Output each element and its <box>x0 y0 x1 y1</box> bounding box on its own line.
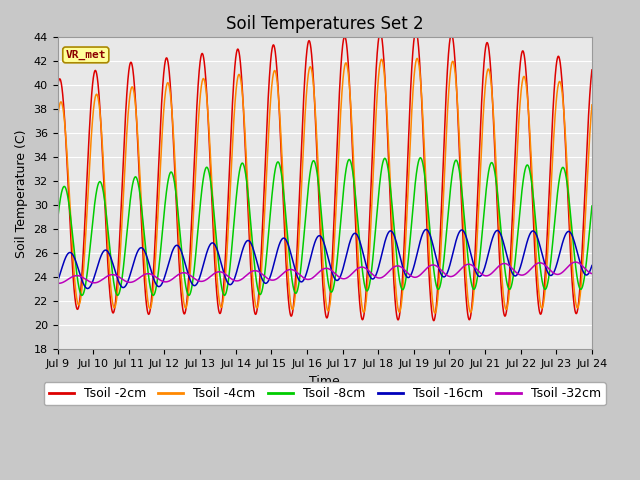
Tsoil -16cm <box>282 237 290 242</box>
Tsoil -16cm <box>84 286 92 291</box>
Legend: Tsoil -2cm, Tsoil -4cm, Tsoil -8cm, Tsoil -16cm, Tsoil -32cm: Tsoil -2cm, Tsoil -4cm, Tsoil -8cm, Tsoi… <box>44 383 606 406</box>
Tsoil -4cm <box>588 102 596 108</box>
Tsoil -8cm <box>578 286 586 291</box>
Tsoil -2cm <box>259 225 266 230</box>
Tsoil -16cm <box>54 278 61 284</box>
Line: Tsoil -32cm: Tsoil -32cm <box>58 262 592 283</box>
Tsoil -4cm <box>54 117 61 122</box>
Tsoil -16cm <box>259 277 266 283</box>
Tsoil -8cm <box>185 292 193 298</box>
Tsoil -16cm <box>115 279 122 285</box>
Tsoil -32cm <box>54 280 61 286</box>
Tsoil -8cm <box>520 171 528 177</box>
Tsoil -4cm <box>147 306 154 312</box>
Tsoil -8cm <box>417 155 424 161</box>
Tsoil -16cm <box>578 265 586 271</box>
Tsoil -2cm <box>430 318 438 324</box>
Tsoil -32cm <box>259 272 266 277</box>
Line: Tsoil -8cm: Tsoil -8cm <box>58 158 592 295</box>
Tsoil -8cm <box>588 203 596 209</box>
Tsoil -2cm <box>578 254 586 260</box>
Tsoil -4cm <box>259 252 266 258</box>
Tsoil -2cm <box>588 67 596 73</box>
Tsoil -8cm <box>147 284 154 290</box>
Tsoil -16cm <box>422 227 430 232</box>
Tsoil -16cm <box>520 250 528 256</box>
Tsoil -4cm <box>520 73 528 79</box>
Tsoil -32cm <box>55 280 63 286</box>
Tsoil -32cm <box>115 274 122 280</box>
Y-axis label: Soil Temperature (C): Soil Temperature (C) <box>15 129 28 258</box>
Tsoil -2cm <box>412 29 420 35</box>
Tsoil -2cm <box>147 307 154 313</box>
Tsoil -8cm <box>115 292 122 298</box>
Tsoil -16cm <box>147 265 154 271</box>
Tsoil -2cm <box>282 252 289 258</box>
Tsoil -32cm <box>282 268 290 274</box>
Text: VR_met: VR_met <box>65 50 106 60</box>
Title: Soil Temperatures Set 2: Soil Temperatures Set 2 <box>226 15 424 33</box>
Tsoil -32cm <box>588 271 596 276</box>
Tsoil -4cm <box>431 310 439 316</box>
Tsoil -4cm <box>282 229 289 235</box>
Tsoil -2cm <box>115 258 122 264</box>
Tsoil -4cm <box>115 277 122 283</box>
Tsoil -8cm <box>282 213 290 218</box>
Tsoil -4cm <box>413 56 421 61</box>
Line: Tsoil -16cm: Tsoil -16cm <box>58 229 592 288</box>
Tsoil -2cm <box>520 52 528 58</box>
Tsoil -4cm <box>578 275 586 280</box>
Tsoil -16cm <box>588 263 596 268</box>
Tsoil -32cm <box>147 271 154 277</box>
X-axis label: Time: Time <box>309 374 340 388</box>
Tsoil -2cm <box>54 84 61 90</box>
Tsoil -8cm <box>54 217 61 223</box>
Tsoil -32cm <box>578 263 586 268</box>
Tsoil -8cm <box>259 285 266 291</box>
Line: Tsoil -2cm: Tsoil -2cm <box>58 32 592 321</box>
Tsoil -32cm <box>520 272 528 277</box>
Tsoil -32cm <box>572 259 579 265</box>
Line: Tsoil -4cm: Tsoil -4cm <box>58 59 592 313</box>
